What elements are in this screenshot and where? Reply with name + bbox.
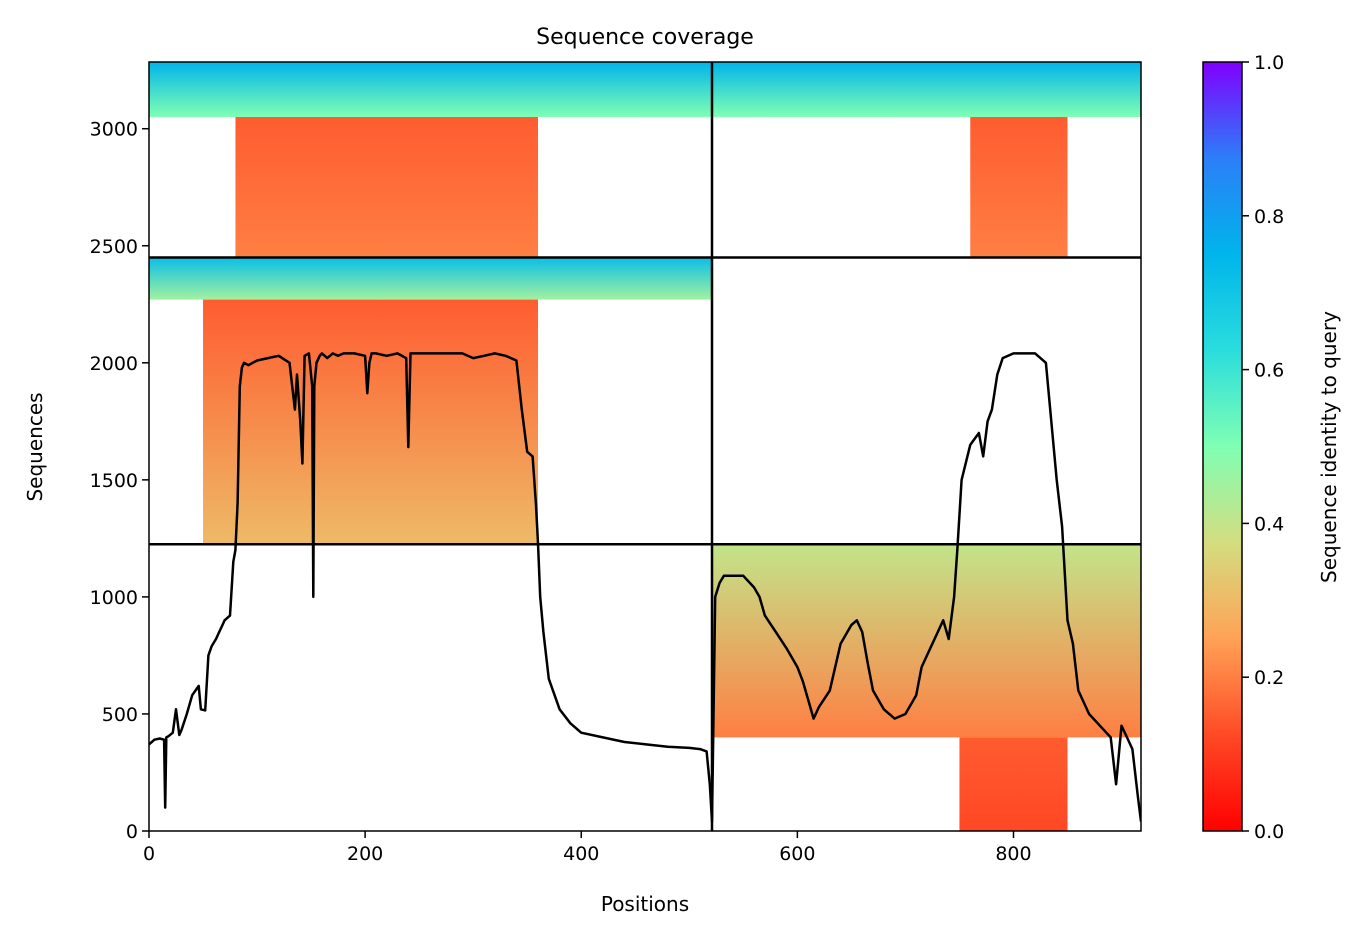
coverage-block (959, 737, 1068, 831)
colorbar-tick-label: 0.0 (1254, 821, 1284, 843)
y-tick-label: 1000 (90, 587, 138, 609)
coverage-line (149, 352, 1141, 823)
y-tick-label: 500 (102, 704, 138, 726)
panel-dividers (149, 62, 1141, 831)
colorbar-tick-label: 1.0 (1254, 52, 1284, 74)
colorbar (1202, 61, 1243, 832)
y-tick-label: 0 (126, 821, 138, 843)
coverage-block (711, 62, 1141, 118)
colorbar-tick-label: 0.6 (1254, 360, 1284, 382)
coverage-line-layer (149, 352, 1141, 823)
coverage-heatmap (149, 62, 1141, 831)
coverage-block (235, 117, 539, 258)
x-axis: 0 200 400 600 800 (143, 831, 1032, 865)
coverage-block (203, 299, 539, 545)
y-tick-label: 2000 (90, 353, 138, 375)
x-tick-label: 0 (143, 843, 155, 865)
x-tick-label: 200 (347, 843, 383, 865)
colorbar-tick-label: 0.2 (1254, 667, 1284, 689)
x-tick-label: 600 (779, 843, 815, 865)
x-axis-label: Positions (601, 892, 689, 916)
plot-frame (148, 61, 1142, 832)
y-axis-label: Sequences (23, 392, 47, 501)
y-tick-label: 1500 (90, 470, 138, 492)
coverage-block (149, 62, 712, 118)
chart-title: Sequence coverage (536, 25, 754, 50)
plot-area (149, 62, 1141, 831)
colorbar-label: Sequence identity to query (1317, 311, 1341, 583)
colorbar-tick-label: 0.4 (1254, 513, 1284, 535)
y-tick-label: 3000 (90, 119, 138, 141)
coverage-block (711, 544, 1141, 738)
colorbar-axis: 0.0 0.2 0.4 0.6 0.8 1.0 (1242, 52, 1284, 843)
coverage-block (970, 117, 1068, 258)
y-tick-label: 2500 (90, 236, 138, 258)
coverage-block (149, 257, 712, 300)
x-tick-label: 800 (995, 843, 1031, 865)
x-tick-label: 400 (563, 843, 599, 865)
colorbar-tick-label: 0.8 (1254, 206, 1284, 228)
y-axis: 0 500 1000 1500 2000 2500 3000 (90, 119, 149, 843)
